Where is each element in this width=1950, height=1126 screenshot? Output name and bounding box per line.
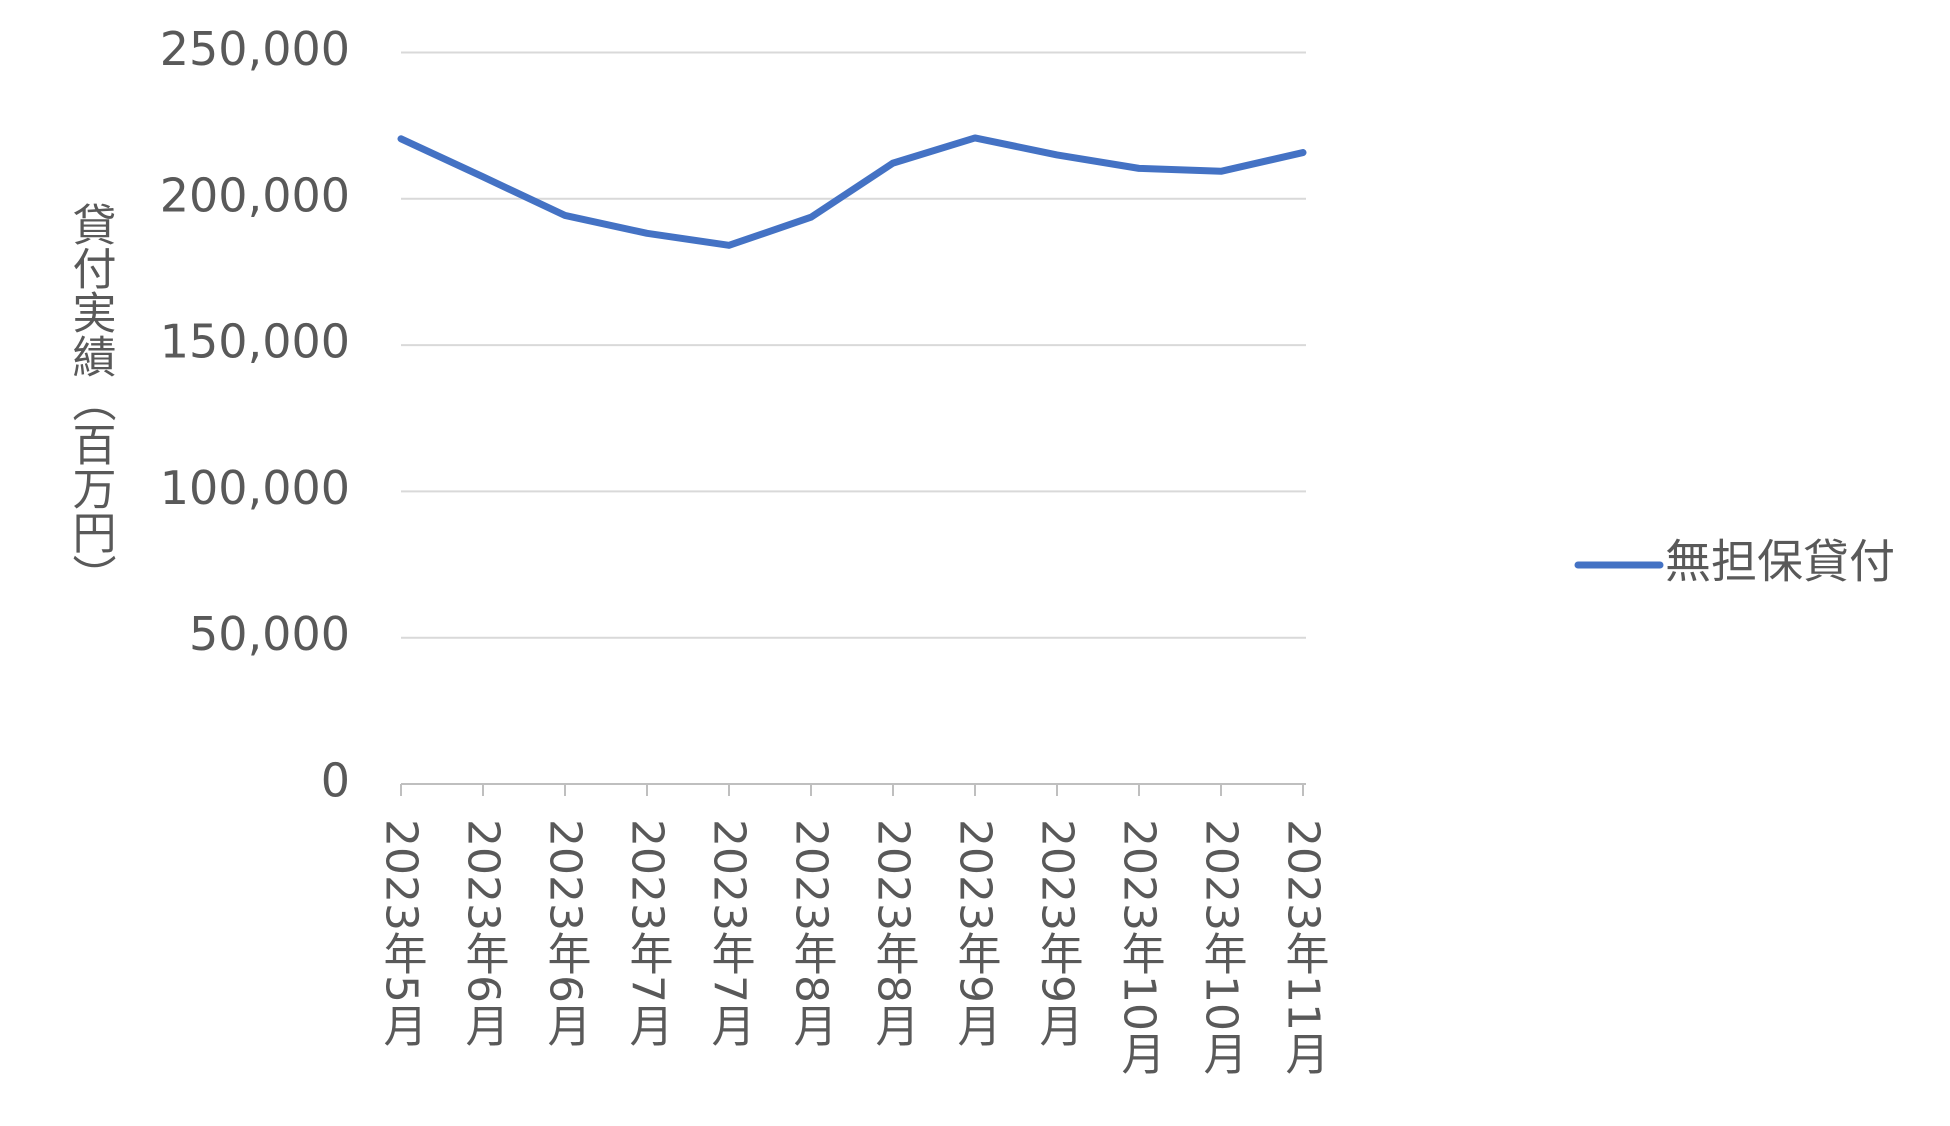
- x-tick-label: 2023年10月: [1114, 819, 1165, 1075]
- y-tick-label: 100,000: [160, 461, 350, 515]
- x-tick-label: 2023年10月: [1196, 819, 1247, 1075]
- x-tick-label: 2023年6月: [458, 819, 509, 1047]
- y-tick-label: 200,000: [160, 168, 350, 222]
- x-tick-label: 2023年5月: [376, 819, 427, 1047]
- x-tick-label: 2023年7月: [704, 819, 755, 1047]
- legend-label: 無担保貸付: [1665, 535, 1895, 589]
- y-tick-label: 250,000: [160, 22, 350, 76]
- x-tick-label: 2023年7月: [622, 819, 673, 1047]
- series-line: [397, 134, 1307, 249]
- x-tick-label: 2023年9月: [950, 819, 1001, 1047]
- x-tick-label: 2023年8月: [868, 819, 919, 1047]
- x-tick-label: 2023年9月: [1032, 819, 1083, 1047]
- x-tick-label: 2023年11月: [1278, 819, 1329, 1075]
- y-tick-label: 50,000: [189, 607, 350, 661]
- y-axis-title: 貸付実績（百万円）: [65, 202, 116, 598]
- x-tick-label: 2023年8月: [786, 819, 837, 1047]
- y-tick-label: 0: [321, 754, 350, 808]
- x-tick-label: 2023年6月: [540, 819, 591, 1047]
- y-tick-label: 150,000: [160, 315, 350, 369]
